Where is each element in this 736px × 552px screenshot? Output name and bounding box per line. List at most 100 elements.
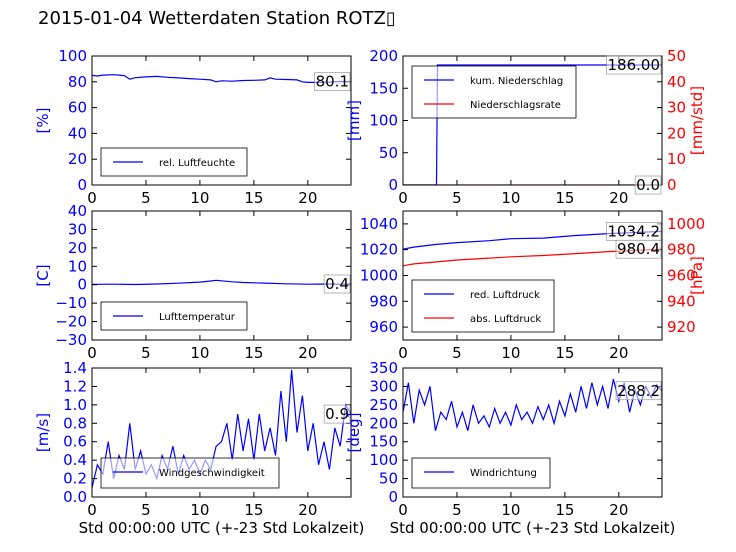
legend-label: Lufttemperatur [159,312,236,323]
y-tick-label: 10 [68,257,87,275]
axes-frame [91,367,352,498]
y-tick-label: 0.8 [63,414,87,432]
y2-axis-label: [hPa] [688,256,706,295]
chart-precipitation: 0 5 10 15 20050100150200[mm]01020304050[mm/s… [345,47,706,207]
value-annotation: 1034.2 [608,222,661,240]
y2-tick-label: 20 [667,124,686,142]
x-tick-label: 20 [609,501,628,519]
y2-axis-label: [mm/std] [688,86,706,155]
axes-frame [402,367,663,498]
legend-label: red. Luftdruck [470,290,540,301]
value-annotation-box [615,239,662,259]
x-tick-label: 0 [87,189,97,207]
legend: red. Luftdruck abs. Luftdruck [411,279,555,333]
legend: Windrichtung [411,457,551,489]
y-tick-label: 0.0 [63,488,87,506]
value-annotation-box [323,274,351,294]
x-tick-label: 5 [452,189,462,207]
y-axis-label: [C] [34,264,52,286]
y-tick-label: 50 [379,144,398,162]
y-tick-label: 100 [369,112,398,130]
y-tick-label: 1.4 [63,359,87,377]
x-tick-label: 20 [298,344,317,362]
legend-box [100,457,280,489]
chart-pressure: 0 5 10 15 20 960 980 1000 1020 1040 920 940 960 980 10… [360,210,706,362]
y-tick-label: 80 [68,73,87,91]
value-annotation: 80.1 [316,73,349,91]
value-annotation-box [615,381,662,401]
value-annotation-box [314,72,351,91]
x-tick-label: 10 [501,501,520,519]
x-tick-label: 10 [190,344,209,362]
y-tick-label: 60 [68,99,87,117]
y-tick-label: 1.2 [63,377,87,395]
x-axis-label: Std 00:00:00 UTC (+-23 Std Lokalzeit) [390,519,676,537]
y-axis-label: [mm] [345,100,363,141]
y-tick-label: 0.6 [63,433,87,451]
value-annotation: 186.00 [608,56,661,74]
y2-tick-label: 50 [667,47,686,65]
y-tick-label: 250 [369,396,398,414]
legend-label: kum. Niederschlag [470,76,563,87]
y2-tick-label: 0 [667,176,677,194]
y-tick-label: 50 [379,470,398,488]
legend-label: rel. Luftfeuchte [159,158,235,169]
y-tick-label: −20 [55,313,87,331]
x-tick-label: 20 [298,189,317,207]
y-tick-label: 0 [388,488,398,506]
x-tick-label: 15 [244,501,263,519]
x-tick-label: 20 [298,501,317,519]
legend: kum. Niederschlag Niederschlagsrate [411,65,577,119]
y-tick-label: 0 [77,176,87,194]
value-annotation: 980.4 [617,240,660,258]
y-tick-label: 300 [369,377,398,395]
y-tick-label: 0 [388,176,398,194]
y-tick-label: 980 [369,292,398,310]
legend-label: Windgeschwindigkeit [159,468,265,479]
y2-tick-label: 10 [667,150,686,168]
y-tick-label: −30 [55,331,87,349]
y-tick-label: 100 [58,47,87,65]
legend-box [411,65,577,119]
value-annotation: 288.2 [617,382,660,400]
x-tick-label: 20 [609,189,628,207]
axes-frame [91,210,352,341]
y-tick-label: 1040 [360,215,398,233]
legend: rel. Luftfeuchte [100,147,248,177]
x-tick-label: 10 [190,501,209,519]
series-line-kum-niederschlag [403,64,662,185]
x-tick-label: 20 [609,344,628,362]
x-tick-label: 5 [452,344,462,362]
y2-tick-label: 1000 [667,215,705,233]
y-axis-label: [%] [34,108,52,134]
y-tick-label: 20 [68,239,87,257]
legend-label: Niederschlagsrate [470,100,561,111]
figure-title: 2015-01-04 Wetterdaten Station ROTZ▯ [38,8,396,29]
legend: Lufttemperatur [100,301,248,331]
value-annotation: 0.0 [636,176,660,194]
y-tick-label: 0.4 [63,451,87,469]
x-tick-label: 10 [501,344,520,362]
y-tick-label: −10 [55,294,87,312]
y-tick-label: 0.2 [63,470,87,488]
y-tick-label: 0 [77,276,87,294]
y-tick-label: 40 [68,202,87,220]
x-tick-label: 10 [190,189,209,207]
legend-label: Windrichtung [470,468,537,479]
x-tick-label: 0 [398,344,408,362]
x-tick-label: 0 [398,189,408,207]
x-axis-label: Std 00:00:00 UTC (+-23 Std Lokalzeit) [79,519,365,537]
y-tick-label: 1.0 [63,396,87,414]
legend: Windgeschwindigkeit [100,457,280,489]
chart-humidity: 0 5 10 15 20 0 20 40 60 80 100 [%] rel. Luftfeuchte 8… [34,47,352,207]
x-tick-label: 0 [398,501,408,519]
y-axis-label: [m/s] [34,413,52,452]
series-line-rel-luftfeuchte [92,74,351,83]
x-tick-label: 5 [141,501,151,519]
series-line-windrichtung [403,378,662,431]
y-tick-label: 350 [369,359,398,377]
y-tick-label: 200 [369,47,398,65]
y-tick-label: 20 [68,150,87,168]
